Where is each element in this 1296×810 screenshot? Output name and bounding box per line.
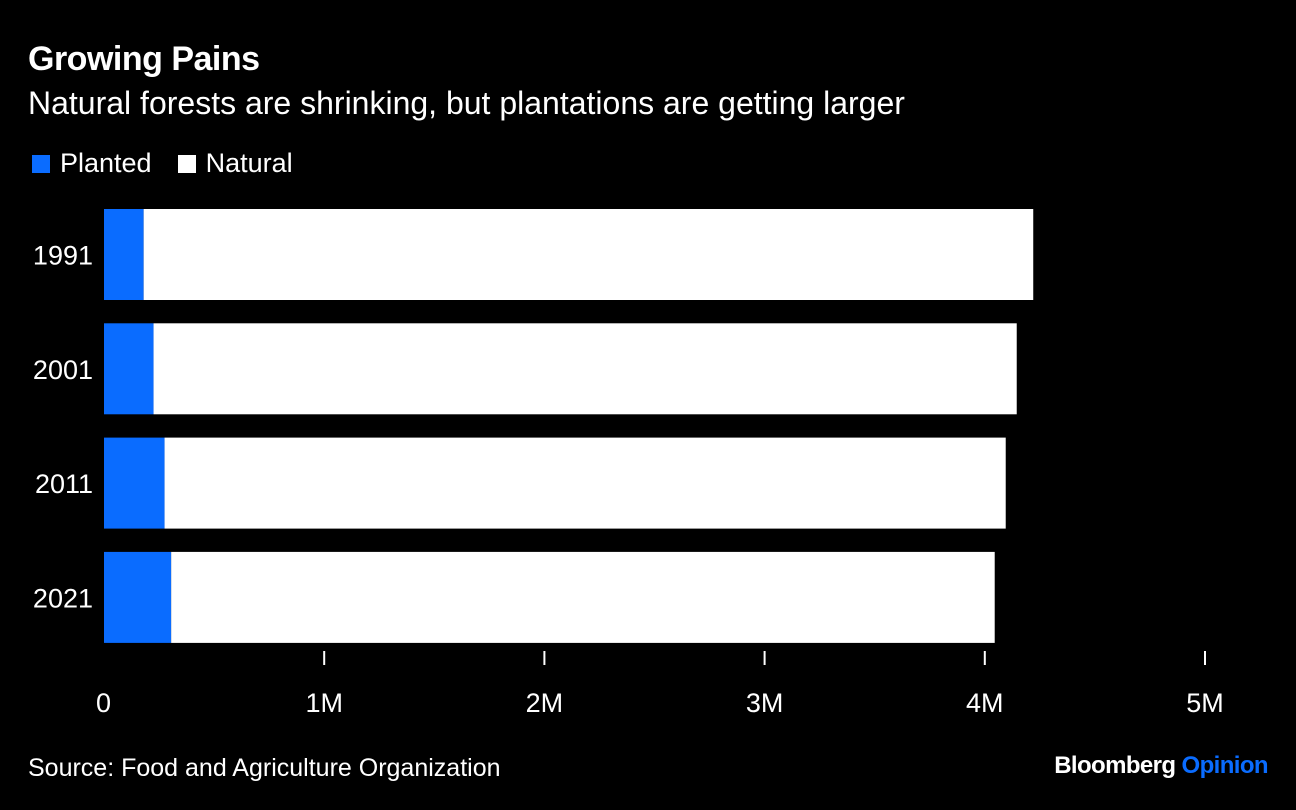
- brand-opinion: Opinion: [1181, 752, 1269, 779]
- category-label-2021: 2021: [33, 583, 93, 613]
- brand-bloomberg: Bloomberg: [1054, 752, 1176, 779]
- bar-planted-2021: [104, 551, 172, 643]
- bar-natural-2021: [171, 551, 995, 643]
- x-tick-label-0: 0: [96, 688, 111, 718]
- bar-natural-1991: [143, 209, 1034, 300]
- bar-natural-2001: [153, 323, 1017, 415]
- legend-swatch-natural: [177, 154, 196, 173]
- bar-planted-1991: [104, 209, 144, 300]
- category-label-2001: 2001: [33, 355, 93, 385]
- legend-label-planted: Planted: [60, 148, 152, 178]
- category-label-1991: 1991: [33, 241, 93, 271]
- x-tick-label-3M: 3M: [746, 688, 784, 718]
- bar-natural-2011: [164, 437, 1006, 529]
- category-label-2011: 2011: [35, 469, 93, 499]
- chart-subtitle: Natural forests are shrinking, but plant…: [28, 85, 905, 121]
- brand-logo: Bloomberg Opinion: [1054, 752, 1268, 780]
- legend-label-natural: Natural: [205, 148, 293, 178]
- x-tick-label-1M: 1M: [305, 688, 343, 718]
- legend: Planted Natural: [32, 148, 319, 179]
- x-tick-label-2M: 2M: [526, 688, 564, 718]
- chart-title: Growing Pains: [28, 40, 260, 78]
- source-note: Source: Food and Agriculture Organizatio…: [28, 754, 501, 782]
- bar-planted-2001: [104, 323, 154, 415]
- legend-item-natural: Natural: [177, 148, 293, 179]
- x-tick-label-5M: 5M: [1186, 688, 1224, 718]
- legend-swatch-planted: [32, 154, 50, 173]
- x-tick-label-4M: 4M: [966, 688, 1004, 718]
- legend-item-planted: Planted: [32, 148, 152, 179]
- bar-planted-2011: [104, 437, 165, 529]
